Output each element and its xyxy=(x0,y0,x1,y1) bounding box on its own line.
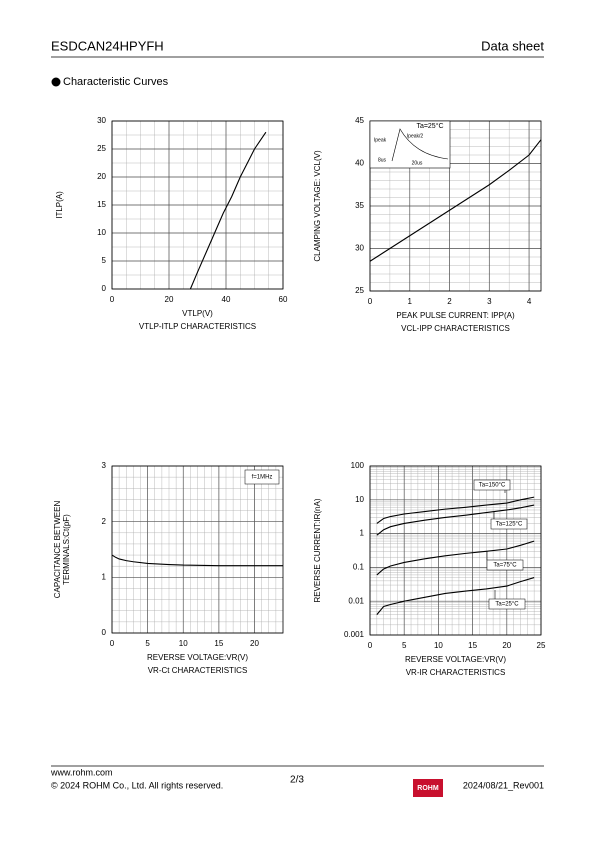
curve xyxy=(189,131,267,290)
plot-frame xyxy=(369,120,542,292)
x-tick-label: 10 xyxy=(179,639,188,648)
x-tick-label: 3 xyxy=(487,297,492,306)
y-axis-label: CAPACITANCE BETWEEN xyxy=(53,501,62,599)
plot-frame xyxy=(369,465,542,636)
x-tick-label: 25 xyxy=(537,641,546,650)
y-axis-label: ITLP(A) xyxy=(55,191,64,219)
curve xyxy=(376,540,535,576)
y-tick-label: 45 xyxy=(355,116,364,125)
x-axis-label: VTLP(V) xyxy=(182,309,213,318)
y-tick-label: 2 xyxy=(102,517,107,526)
curve xyxy=(111,554,283,567)
plot-frame xyxy=(111,465,284,634)
footer-revision: 2024/08/21_Rev001 xyxy=(463,780,544,790)
curve xyxy=(369,139,542,262)
legend-label: Ta=125°C xyxy=(496,522,523,528)
inset-label: Ta=25°C xyxy=(416,122,443,130)
x-tick-label: 60 xyxy=(279,295,288,304)
curve xyxy=(376,496,535,524)
annotation-box xyxy=(244,469,280,485)
x-axis-label: REVERSE VOLTAGE:VR(V) xyxy=(405,655,506,664)
x-tick-label: 15 xyxy=(468,641,477,650)
x-tick-label: 2 xyxy=(447,297,452,306)
y-tick-label: 0.01 xyxy=(348,596,364,605)
y-tick-label: 0 xyxy=(102,628,107,637)
logo-box xyxy=(413,779,443,797)
x-tick-label: 20 xyxy=(250,639,259,648)
y-tick-label: 40 xyxy=(355,159,364,168)
y-tick-label: 0 xyxy=(102,284,107,293)
y-tick-label: 10 xyxy=(97,228,106,237)
x-tick-label: 20 xyxy=(502,641,511,650)
x-tick-label: 10 xyxy=(434,641,443,650)
legend-box xyxy=(473,479,511,491)
y-tick-label: 15 xyxy=(97,200,106,209)
x-tick-label: 0 xyxy=(368,297,373,306)
y-tick-label: 25 xyxy=(355,286,364,295)
inset-label: 20us xyxy=(412,160,423,166)
legend-label: Ta=75°C xyxy=(493,563,517,569)
x-tick-label: 0 xyxy=(110,639,115,648)
y-tick-label: 25 xyxy=(97,144,106,153)
y-tick-label: 30 xyxy=(97,116,106,125)
y-axis-label: REVERSE CURRENT:IR(nA) xyxy=(313,498,322,602)
y-axis-label: TERMINALS:Ct(pF) xyxy=(62,514,71,585)
legend-label: Ta=25°C xyxy=(495,602,519,608)
chart-caption: VTLP-ITLP CHARACTERISTICS xyxy=(139,322,256,331)
legend-box xyxy=(490,518,528,530)
doc-type: Data sheet xyxy=(481,38,544,53)
bullet xyxy=(51,77,61,87)
y-tick-label: 35 xyxy=(355,201,364,210)
x-axis-label: REVERSE VOLTAGE:VR(V) xyxy=(147,653,248,662)
y-tick-label: 100 xyxy=(351,461,365,470)
doc-title: ESDCAN24HPYFH xyxy=(51,38,164,53)
chart-caption: VCL-IPP CHARACTERISTICS xyxy=(401,324,510,333)
y-tick-label: 5 xyxy=(102,256,107,265)
page-number: 2/3 xyxy=(290,775,304,786)
x-axis-label: PEAK PULSE CURRENT: IPP(A) xyxy=(396,311,515,320)
legend-box xyxy=(488,598,526,610)
x-tick-label: 20 xyxy=(165,295,174,304)
curve xyxy=(376,504,535,536)
x-tick-label: 5 xyxy=(145,639,150,648)
y-tick-label: 20 xyxy=(97,172,106,181)
x-tick-label: 1 xyxy=(408,297,413,306)
footer-copyright: © 2024 ROHM Co., Ltd. All rights reserve… xyxy=(51,780,223,790)
x-tick-label: 40 xyxy=(222,295,231,304)
footer-url: www.rohm.com xyxy=(50,767,113,777)
inset-label: Ipeak/2 xyxy=(407,133,424,139)
y-tick-label: 1 xyxy=(102,572,107,581)
legend-label: Ta=150°C xyxy=(479,483,506,489)
annotation: f=1MHz xyxy=(252,475,273,481)
x-tick-label: 5 xyxy=(402,641,407,650)
y-tick-label: 1 xyxy=(360,529,365,538)
y-tick-label: 3 xyxy=(102,461,107,470)
inset-label: 8us xyxy=(378,157,387,163)
chart-caption: VR-Ct CHARACTERISTICS xyxy=(148,666,248,675)
x-tick-label: 0 xyxy=(110,295,115,304)
plot-frame xyxy=(111,120,284,290)
x-tick-label: 15 xyxy=(214,639,223,648)
y-tick-label: 30 xyxy=(355,244,364,253)
curve xyxy=(376,577,535,616)
legend-box xyxy=(486,559,524,571)
inset-pulse xyxy=(391,128,449,162)
section-title: Characteristic Curves xyxy=(63,76,169,88)
x-tick-label: 4 xyxy=(527,297,532,306)
y-tick-label: 0.001 xyxy=(344,630,365,639)
logo: ROHM xyxy=(417,785,439,792)
chart-caption: VR-IR CHARACTERISTICS xyxy=(406,668,506,677)
y-tick-label: 0.1 xyxy=(353,563,365,572)
inset-label: Ipeak xyxy=(374,137,387,143)
inset-box xyxy=(369,120,451,169)
y-tick-label: 10 xyxy=(355,495,364,504)
x-tick-label: 0 xyxy=(368,641,373,650)
y-axis-label: CLAMPING VOLTAGE: VCL(V) xyxy=(313,150,322,262)
